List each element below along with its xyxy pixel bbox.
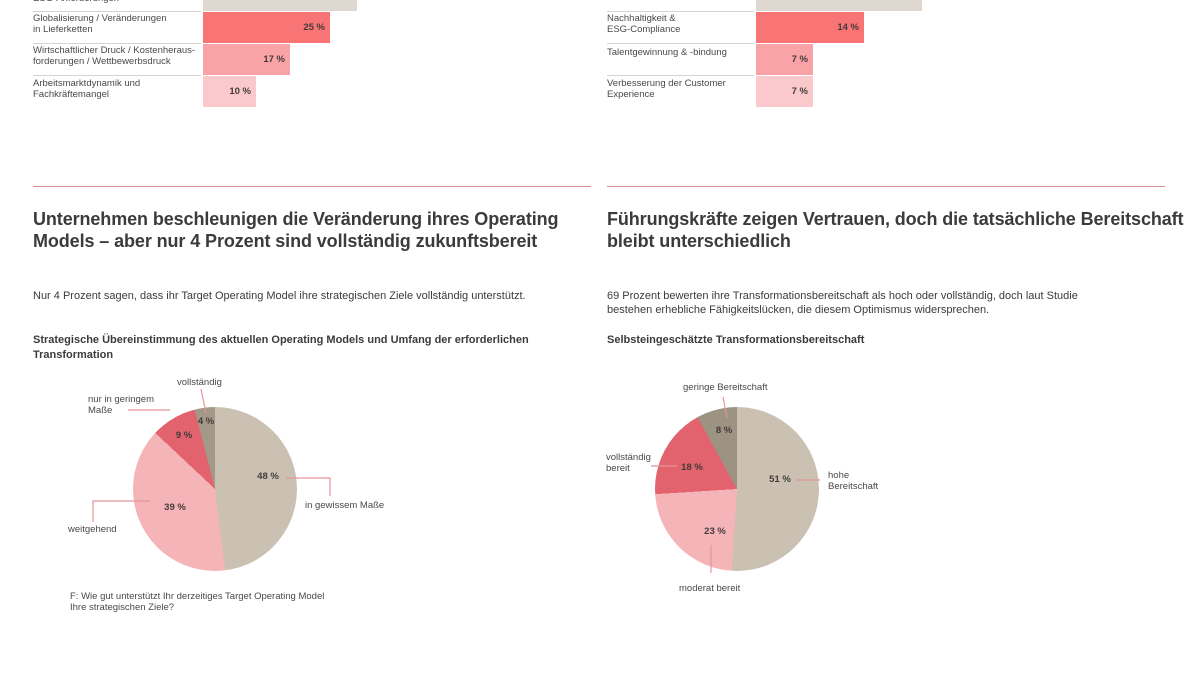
pie-value-51: 51 % [769,474,791,485]
label-line: nur in geringem [88,394,155,405]
chart-footnote: F: Wie gut unterstützt Ihr derzeitiges T… [70,591,324,613]
pie-slice-label-weitgehend: weitgehend [68,524,117,535]
pie-value-8: 8 % [715,425,733,436]
bar-category-label: Globalisierung / Veränderungen in Liefer… [33,13,167,35]
body-line: Nur 4 Prozent sagen, dass ihr Target Ope… [33,290,526,302]
bar-globalisierung: 25 % [203,12,330,43]
pie-slice-label-hohe-bereitschaft: hohe Bereitschaft [828,470,878,492]
label-line: weitgehend [68,524,117,535]
pie-value-48: 48 % [257,471,279,482]
bar-category-label-partial: ESG-Anforderungen [33,0,119,5]
label-line: Nachhaltigkeit & [607,13,676,24]
section-body-right: 69 Prozent bewerten ihre Transformations… [607,289,1078,317]
label-line: bereit [606,463,630,474]
bar-nachhaltigkeit: 14 % [756,12,864,43]
label-line: Fachkräftemangel [33,88,110,100]
subtitle-line: Transformation [33,348,114,361]
pie-slice-label-nur-in-geringem-masse: nur in geringem Maße [88,394,154,416]
label-line: Globalisierung / Veränderungen [33,13,167,24]
row-separator [607,11,754,12]
bar-category-label: Wirtschaftlicher Druck / Kostenheraus- f… [33,45,196,67]
label-line: moderat bereit [679,583,741,594]
pie-value-9: 9 % [175,430,193,441]
bar-talentgewinnung: 7 % [756,44,813,75]
row-separator [607,43,754,44]
body-line: bestehen erhebliche Fähigkeitslücken, di… [607,304,990,316]
label-line: vollständig [177,377,222,388]
label-line: Bereitschaft [828,481,879,492]
pie-value-39: 39 % [164,502,186,513]
row-separator [607,75,754,76]
bar-category-label: Verbesserung der Customer Experience [607,78,726,100]
label-line: Maße [88,405,113,416]
chart-title-left: Strategische Übereinstimmung des aktuell… [33,333,529,362]
footnote-line: F: Wie gut unterstützt Ihr derzeitiges T… [70,591,325,602]
section-divider-left [33,186,591,187]
label-line: hohe [828,470,850,481]
pie-value-18: 18 % [681,462,703,473]
row-separator [33,75,201,76]
bar-value-label: 17 % [263,54,285,65]
heading-line: Models – aber nur 4 Prozent sind vollstä… [33,231,538,251]
row-separator [33,11,201,12]
label-line: geringe Bereitschaft [683,382,768,393]
label-line: vollständig [606,452,651,463]
pie-slice-label-vollstaendig-bereit: vollständig bereit [606,452,651,474]
bar-value-label: 7 % [791,54,808,65]
bar-row-cutoff [756,0,922,11]
bar-value-label: 10 % [229,86,251,97]
label-line: in gewissem Maße [305,500,385,511]
label-line: Wirtschaftlicher Druck / Kostenheraus- [33,45,196,56]
bar-category-label: Nachhaltigkeit & ESG-Compliance [607,13,681,35]
label-line: in Lieferketten [33,23,93,35]
bar-category-label: Talentgewinnung & -bindung [607,47,727,59]
subtitle-line: Strategische Übereinstimmung des aktuell… [33,334,529,346]
label-line: ESG-Compliance [607,23,681,35]
pie-value-23: 23 % [704,526,726,537]
pie-slice-label-vollstaendig: vollständig [177,377,222,388]
pie-chart-operating-model [133,407,297,571]
heading-line: Führungskräfte zeigen Vertrauen, doch di… [607,209,1184,229]
bar-row-cutoff [203,0,357,11]
pie-slice-label-in-gewissem-masse: in gewissem Maße [305,500,384,511]
heading-line: Unternehmen beschleunigen die Veränderun… [33,209,559,229]
bar-value-label: 14 % [837,22,859,33]
pie-slice-label-moderat-bereit: moderat bereit [679,583,740,594]
footnote-line: Ihre strategischen Ziele? [70,602,175,613]
bar-arbeitsmarktdynamik: 10 % [203,76,256,107]
bar-category-label: Arbeitsmarktdynamik und Fachkräftemangel [33,78,141,100]
section-body-left: Nur 4 Prozent sagen, dass ihr Target Ope… [33,289,526,303]
label-line: Experience [607,88,655,100]
label-line: Arbeitsmarktdynamik und [33,78,141,89]
pie-chart-bereitschaft [655,407,819,571]
section-heading-left: Unternehmen beschleunigen die Veränderun… [33,208,559,252]
section-heading-right: Führungskräfte zeigen Vertrauen, doch di… [607,208,1184,252]
section-divider-right [607,186,1165,187]
chart-title-right: Selbsteingeschätzte Transformationsberei… [607,333,864,348]
bar-wirtschaftlicher-druck: 17 % [203,44,290,75]
bar-value-label: 7 % [791,86,808,97]
label-line: Verbesserung der Customer [607,78,726,89]
body-line: 69 Prozent bewerten ihre Transformations… [607,290,1078,302]
pie-slice-label-geringe-bereitschaft: geringe Bereitschaft [683,382,768,393]
bar-value-label: 25 % [303,22,325,33]
label-line: Talentgewinnung & -bindung [607,47,727,58]
bar-customer-experience: 7 % [756,76,813,107]
label-line: forderungen / Wettbewerbsdruck [33,55,171,67]
row-separator [33,43,201,44]
subtitle-line: Selbsteingeschätzte Transformationsberei… [607,334,865,346]
pie-value-4: 4 % [197,416,215,427]
heading-line: bleibt unterschiedlich [607,231,791,251]
label-line: ESG-Anforderungen [33,0,119,5]
